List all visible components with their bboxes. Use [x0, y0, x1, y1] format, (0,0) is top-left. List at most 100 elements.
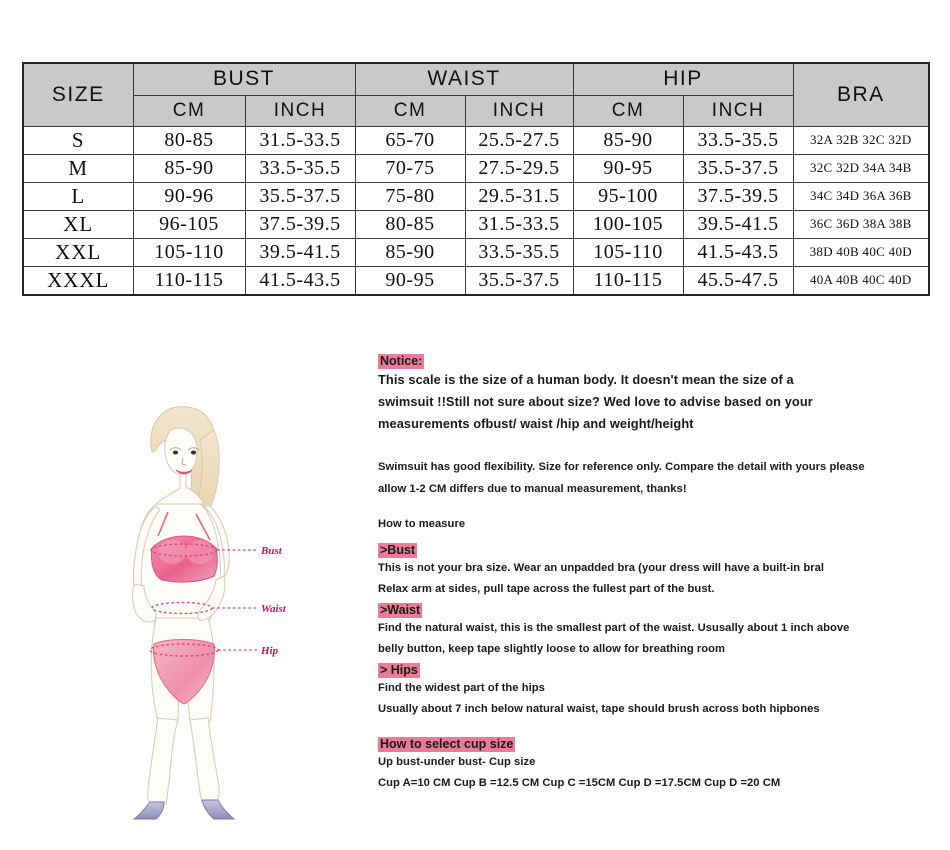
cell-hip-cm: 105-110: [572, 237, 684, 267]
cell-bust-inch: 35.5-37.5: [244, 181, 356, 211]
header-bra: BRA: [792, 62, 930, 127]
header-hip-cm: CM: [572, 94, 684, 127]
cupsize-heading-wrap: How to select cup size: [378, 735, 938, 752]
table-header-row-units: CM INCH CM INCH CM INCH: [23, 94, 929, 127]
cell-waist-inch: 33.5-35.5: [464, 237, 574, 267]
header-hip: HIP: [572, 62, 794, 96]
measurement-label-waist: Waist: [261, 603, 287, 615]
measurement-label-bust: Bust: [260, 545, 283, 557]
cell-bra: 32A 32B 32C 32D: [792, 125, 930, 155]
spacer-after-notice: [378, 435, 938, 457]
cell-hip-inch: 33.5-35.5: [682, 125, 794, 155]
cupsize-heading: How to select cup size: [378, 736, 516, 752]
header-bust-cm: CM: [132, 94, 246, 127]
cell-waist-cm: 70-75: [354, 153, 466, 183]
cell-waist-inch: 31.5-33.5: [464, 209, 574, 239]
cupsize-line-2: Cup A=10 CM Cup B =12.5 CM Cup C =15CM C…: [378, 777, 781, 789]
header-bust-inch: INCH: [244, 94, 356, 127]
header-hip-inch: INCH: [682, 94, 794, 127]
cell-hip-inch: 39.5-41.5: [682, 209, 794, 239]
cell-hip-inch: 41.5-43.5: [682, 237, 794, 267]
cell-hip-cm: 100-105: [572, 209, 684, 239]
cell-size: S: [22, 125, 134, 155]
cell-hip-inch: 37.5-39.5: [682, 181, 794, 211]
cell-size: XXXL: [22, 265, 134, 295]
waist-heading: >Waist: [378, 602, 423, 618]
cell-size: L: [22, 181, 134, 211]
size-chart-table-container: SIZE BUST WAIST HIP BRA CM INCH CM INCH …: [22, 62, 931, 296]
howto-measure-heading: How to measure: [378, 518, 466, 530]
cell-hip-cm: 110-115: [572, 265, 684, 295]
cell-size: XXL: [22, 237, 134, 267]
table-row: XXL 105-110 39.5-41.5 85-90 33.5-35.5 105-110…: [22, 237, 930, 267]
measurement-guides: Bust Waist Hip: [149, 543, 287, 657]
hips-line-1: Find the widest part of the hips: [378, 681, 545, 694]
waist-line-2: belly button, keep tape slightly loose t…: [378, 643, 726, 655]
bust-heading-wrap: >Bust: [378, 541, 938, 558]
table-row: S 80-85 31.5-33.5 65-70 25.5-27.5 85-90 33.5-3…: [22, 125, 930, 155]
female-body-figure-svg: Bust Waist Hip: [131, 406, 287, 820]
table-header-row-group: SIZE BUST WAIST HIP BRA: [22, 62, 930, 127]
cell-bust-inch: 37.5-39.5: [244, 209, 356, 239]
figure-shoes: [132, 799, 236, 820]
header-bust: BUST: [132, 62, 356, 96]
cell-bust-cm: 96-105: [132, 209, 246, 239]
cell-waist-cm: 75-80: [354, 181, 466, 211]
bust-line-2: Relax arm at sides, pull tape across the…: [378, 583, 715, 595]
table-row: XL 96-105 37.5-39.5 80-85 31.5-33.5 100-105 39…: [22, 209, 930, 239]
figure-swimsuit-bottom: [153, 639, 215, 705]
waist-line-1: Find the natural waist, this is the smal…: [378, 621, 850, 634]
cell-waist-inch: 29.5-31.5: [464, 181, 574, 211]
cell-waist-cm: 85-90: [354, 237, 466, 267]
notice-heading: Notice:: [378, 354, 425, 369]
table-row: L 90-96 35.5-37.5 75-80 29.5-31.5 95-100 37.5-…: [22, 181, 930, 211]
instructions-panel: Notice: This scale is the size of a huma…: [378, 352, 938, 795]
cupsize-line-1: Up bust-under bust- Cup size: [378, 755, 536, 768]
notice-line-1: This scale is the size of a human body. …: [378, 372, 794, 387]
cell-bust-cm: 110-115: [132, 265, 246, 295]
spacer-after-flexibility: [378, 500, 938, 514]
figure-face-details: [169, 447, 200, 475]
figure-hair-back: [150, 406, 220, 521]
notice-line-2: swimsuit !!Still not sure about size? We…: [378, 394, 813, 409]
cell-bra: 32C 32D 34A 34B: [792, 153, 930, 183]
hips-heading-wrap: > Hips: [378, 661, 938, 678]
cell-waist-inch: 27.5-29.5: [464, 153, 574, 183]
cell-hip-cm: 90-95: [572, 153, 684, 183]
bust-heading: >Bust: [378, 542, 418, 558]
measurement-label-hip: Hip: [260, 645, 279, 657]
cell-bust-cm: 105-110: [132, 237, 246, 267]
flexibility-line-1: Swimsuit has good flexibility. Size for …: [378, 461, 865, 473]
cell-hip-cm: 95-100: [572, 181, 684, 211]
cell-bust-cm: 85-90: [132, 153, 246, 183]
cell-waist-cm: 65-70: [354, 125, 466, 155]
table-row: M 85-90 33.5-35.5 70-75 27.5-29.5 90-95 35.5-3…: [22, 153, 930, 183]
body-measurement-illustration: Bust Waist Hip: [100, 400, 310, 820]
cell-bust-cm: 90-96: [132, 181, 246, 211]
cell-hip-inch: 35.5-37.5: [682, 153, 794, 183]
cell-hip-inch: 45.5-47.5: [682, 265, 794, 295]
cell-bra: 38D 40B 40C 40D: [792, 237, 930, 267]
notice-line-3: measurements ofbust/ waist /hip and weig…: [378, 416, 694, 431]
cell-size: XL: [22, 209, 134, 239]
cell-bust-inch: 39.5-41.5: [244, 237, 356, 267]
cell-hip-cm: 85-90: [572, 125, 684, 155]
cell-bust-inch: 41.5-43.5: [244, 265, 356, 295]
header-size: SIZE: [22, 62, 134, 127]
cell-bust-inch: 33.5-35.5: [244, 153, 356, 183]
bust-line-1: This is not your bra size. Wear an unpad…: [378, 561, 825, 574]
size-chart-table-body: S 80-85 31.5-33.5 65-70 25.5-27.5 85-90 33.5-3…: [22, 125, 930, 295]
notice-heading-wrap: Notice:: [378, 352, 938, 369]
header-waist-cm: CM: [354, 94, 466, 127]
table-row: XXXL 110-115 41.5-43.5 90-95 35.5-37.5 110-11…: [22, 265, 930, 295]
cell-waist-cm: 80-85: [354, 209, 466, 239]
cell-bra: 34C 34D 36A 36B: [792, 181, 930, 211]
header-waist: WAIST: [354, 62, 574, 96]
cell-waist-inch: 35.5-37.5: [464, 265, 574, 295]
spacer-before-cupsize: [378, 721, 938, 735]
flexibility-line-2: allow 1-2 CM differs due to manual measu…: [378, 482, 687, 495]
waist-heading-wrap: >Waist: [378, 601, 938, 618]
cell-bra: 36C 36D 38A 38B: [792, 209, 930, 239]
hips-line-2: Usually about 7 inch below natural waist…: [378, 703, 820, 715]
cell-bust-inch: 31.5-33.5: [244, 125, 356, 155]
